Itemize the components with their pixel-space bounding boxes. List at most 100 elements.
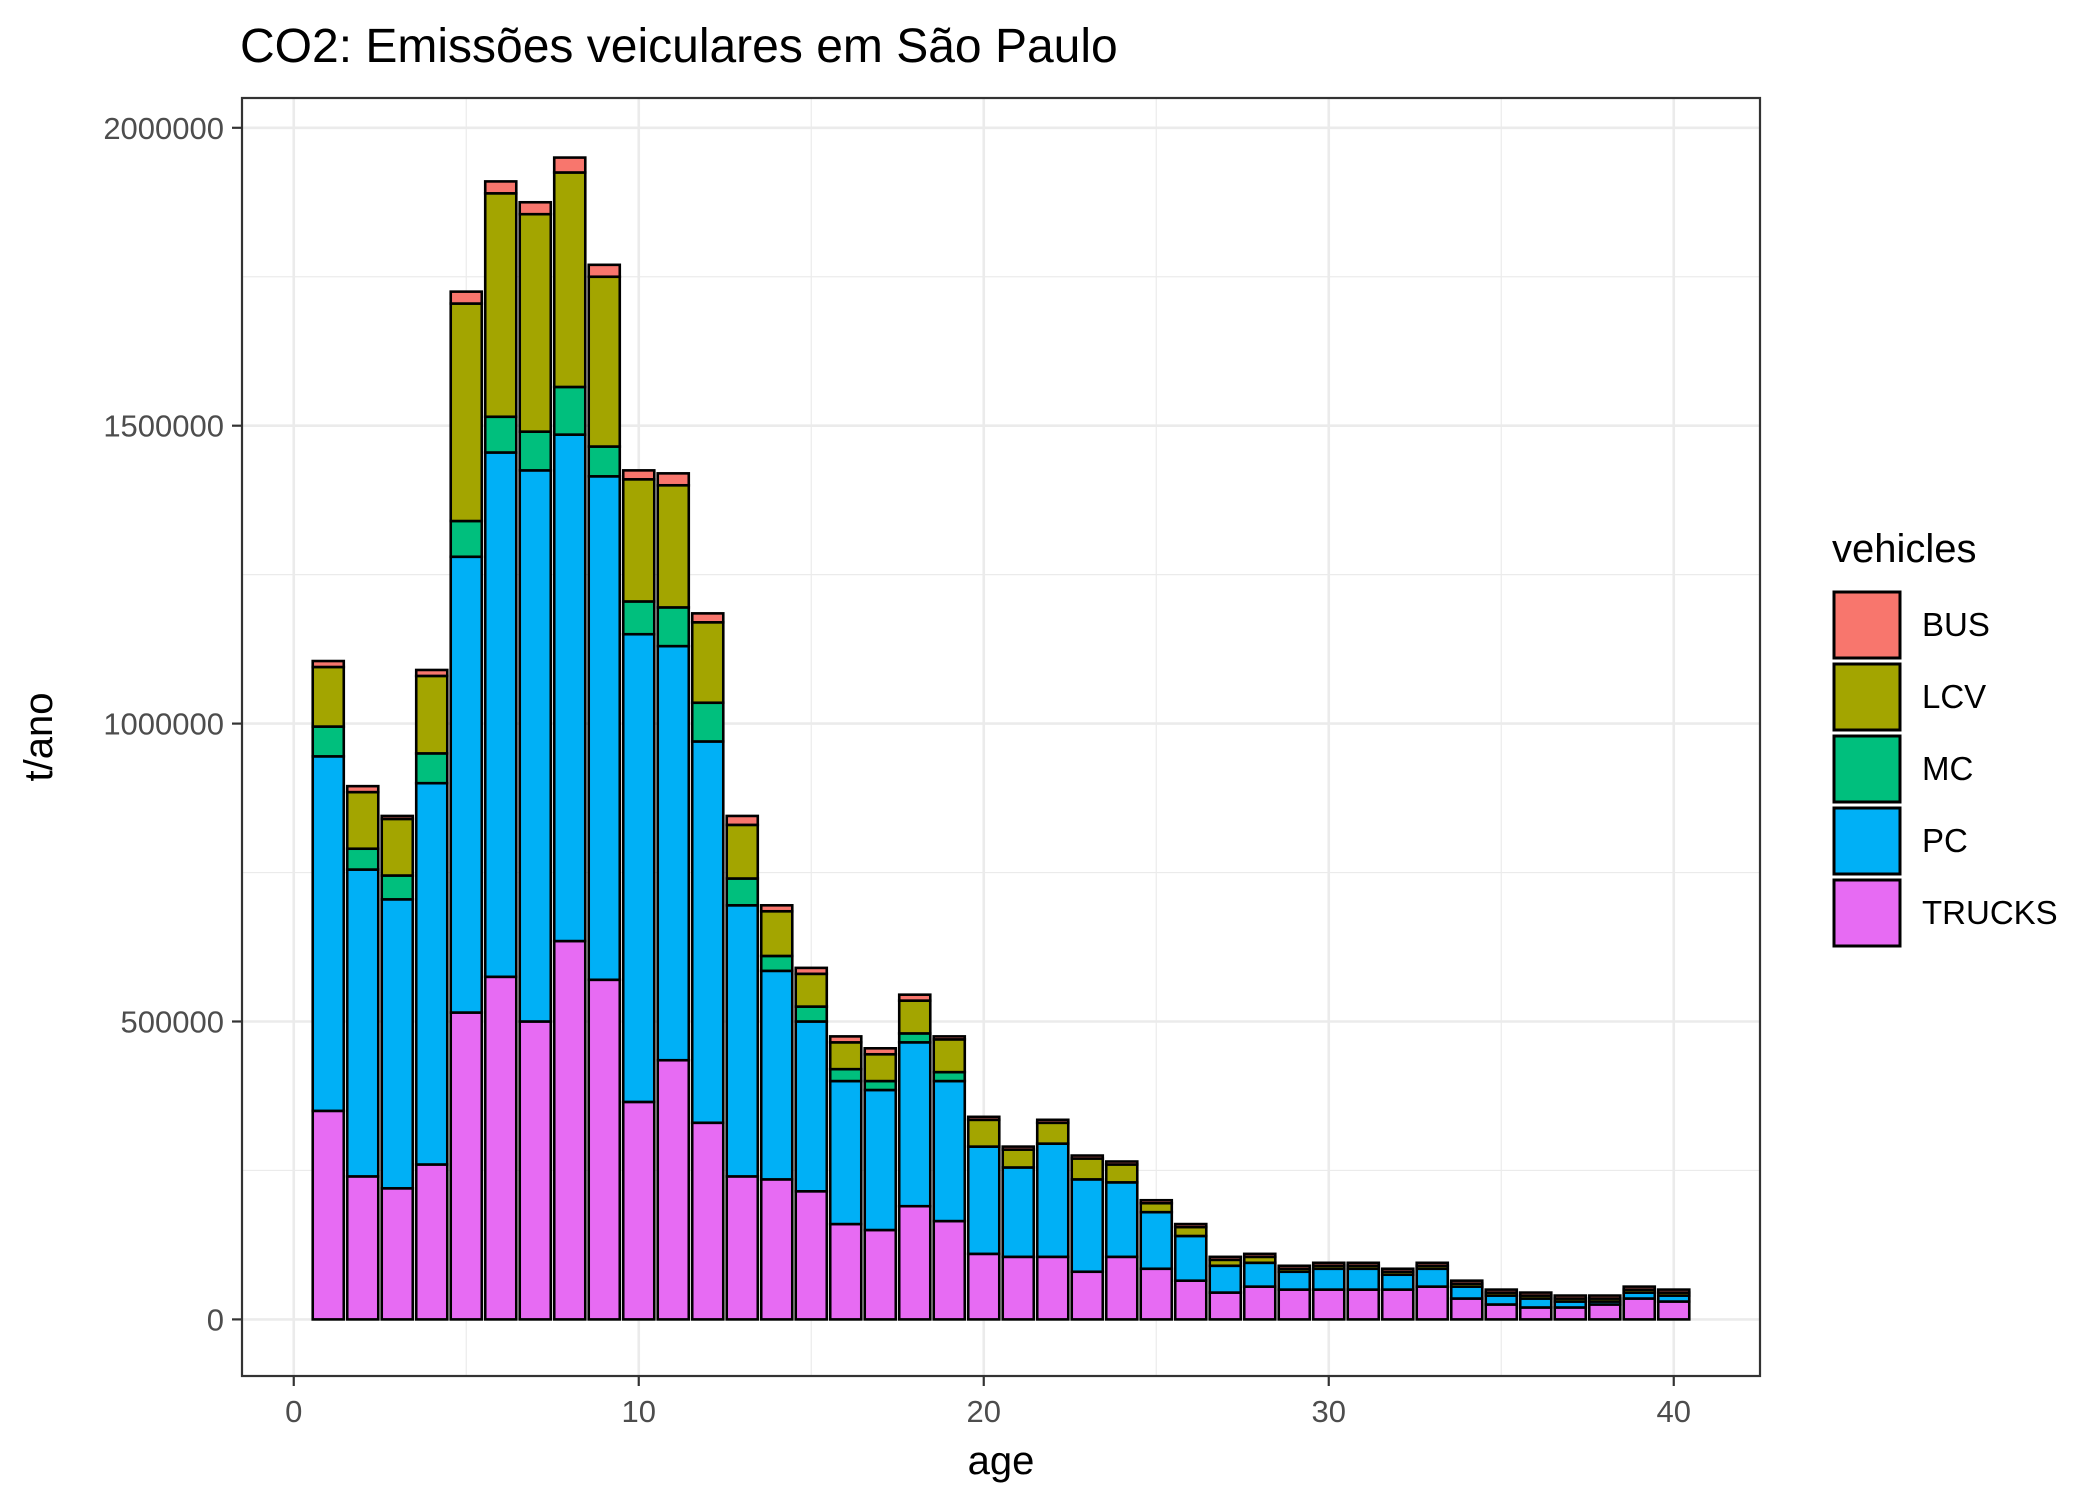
bar-mc-age-4 xyxy=(414,752,449,785)
bar-mc-age-6 xyxy=(483,415,518,454)
bar-bus-age-27 xyxy=(1208,1255,1243,1262)
y-tick-label: 0 xyxy=(207,1302,224,1337)
bar-bus-age-11 xyxy=(656,472,691,487)
legend-item-mc: MC xyxy=(1832,734,1973,804)
bar-pc-age-20 xyxy=(966,1145,1001,1256)
bar-trucks-age-3 xyxy=(380,1187,415,1321)
bar-mc-age-3 xyxy=(380,874,415,901)
bar-pc-age-30 xyxy=(1311,1267,1346,1291)
legend-item-lcv: LCV xyxy=(1832,662,1986,732)
bar-lcv-age-8 xyxy=(552,171,587,389)
bar-stack-age-1 xyxy=(311,659,346,1321)
bar-trucks-age-8 xyxy=(552,939,587,1321)
bar-pc-age-15 xyxy=(794,1020,829,1193)
bar-trucks-age-27 xyxy=(1208,1291,1243,1321)
x-axis: 0 10 20 30 40 xyxy=(285,1376,1691,1429)
bar-pc-age-23 xyxy=(1070,1178,1105,1274)
bar-bus-age-15 xyxy=(794,966,829,976)
bar-mc-age-18 xyxy=(897,1032,932,1044)
bar-lcv-age-19 xyxy=(932,1038,967,1074)
bar-lcv-age-26 xyxy=(1173,1225,1208,1238)
legend-title: vehicles xyxy=(1832,527,1977,571)
bar-stack-age-34 xyxy=(1449,1279,1484,1321)
legend-items: BUS LCV MC PC TRUCKS xyxy=(1832,590,2058,948)
bar-lcv-age-14 xyxy=(759,909,794,958)
bar-lcv-age-22 xyxy=(1035,1121,1070,1145)
bar-trucks-age-14 xyxy=(759,1178,794,1321)
bar-pc-age-25 xyxy=(1139,1210,1174,1271)
x-tick-label: 0 xyxy=(285,1394,302,1429)
y-axis: 0 500000 1000000 1500000 2000000 xyxy=(103,111,242,1337)
bar-trucks-age-32 xyxy=(1380,1288,1415,1321)
bar-pc-age-14 xyxy=(759,969,794,1181)
bar-lcv-age-5 xyxy=(449,302,484,523)
legend-label-trucks: TRUCKS xyxy=(1922,894,2058,931)
bar-bus-age-21 xyxy=(1001,1145,1036,1151)
bar-pc-age-33 xyxy=(1415,1267,1450,1288)
bar-trucks-age-36 xyxy=(1518,1306,1553,1321)
bar-pc-age-28 xyxy=(1242,1261,1277,1288)
bar-pc-age-13 xyxy=(725,904,760,1178)
bar-stack-age-36 xyxy=(1518,1291,1553,1321)
bar-stack-age-27 xyxy=(1208,1255,1243,1321)
bar-stack-age-18 xyxy=(897,993,932,1321)
bar-stack-age-26 xyxy=(1173,1222,1208,1321)
bar-mc-age-9 xyxy=(587,445,622,478)
bar-pc-age-29 xyxy=(1277,1270,1312,1291)
bar-trucks-age-20 xyxy=(966,1252,1001,1321)
bar-pc-age-9 xyxy=(587,475,622,982)
bar-stack-age-21 xyxy=(1001,1145,1036,1321)
bar-stack-age-31 xyxy=(1346,1261,1381,1321)
bar-pc-age-2 xyxy=(345,868,380,1178)
bar-bus-age-10 xyxy=(621,469,656,481)
bar-trucks-age-25 xyxy=(1139,1267,1174,1321)
bar-lcv-age-24 xyxy=(1104,1163,1139,1184)
bar-mc-age-13 xyxy=(725,877,760,907)
bar-bus-age-8 xyxy=(552,156,587,174)
bar-stack-age-6 xyxy=(483,180,518,1321)
legend: vehicles BUS LCV MC PC TRUCKS xyxy=(1832,527,2058,948)
bar-mc-age-10 xyxy=(621,600,656,636)
bar-pc-age-17 xyxy=(863,1088,898,1232)
bar-bus-age-36 xyxy=(1518,1291,1553,1297)
bar-lcv-age-21 xyxy=(1001,1148,1036,1169)
legend-swatch-mc xyxy=(1832,734,1902,804)
bar-pc-age-8 xyxy=(552,433,587,943)
bar-lcv-age-9 xyxy=(587,275,622,448)
bar-bus-age-39 xyxy=(1622,1285,1657,1291)
bar-trucks-age-9 xyxy=(587,978,622,1321)
bar-pc-age-19 xyxy=(932,1079,967,1223)
x-tick-label: 30 xyxy=(1312,1394,1346,1429)
bar-trucks-age-1 xyxy=(311,1109,346,1321)
bar-bus-age-5 xyxy=(449,290,484,305)
bar-bus-age-13 xyxy=(725,814,760,827)
bar-pc-age-36 xyxy=(1518,1297,1553,1309)
bar-bus-age-34 xyxy=(1449,1279,1484,1285)
bar-stack-age-3 xyxy=(380,814,415,1321)
legend-swatch-bus xyxy=(1832,590,1902,660)
bar-mc-age-15 xyxy=(794,1005,829,1023)
bar-stack-age-37 xyxy=(1553,1294,1588,1321)
bar-trucks-age-28 xyxy=(1242,1285,1277,1321)
bar-pc-age-27 xyxy=(1208,1264,1243,1294)
bar-trucks-age-37 xyxy=(1553,1306,1588,1321)
chart-title: CO2: Emissões veiculares em São Paulo xyxy=(240,20,1118,73)
y-axis-label: t/ano xyxy=(17,693,61,782)
bar-stack-age-28 xyxy=(1242,1252,1277,1321)
bar-lcv-age-17 xyxy=(863,1052,898,1083)
panel-border xyxy=(240,96,1762,1378)
bar-trucks-age-12 xyxy=(690,1121,725,1321)
y-tick-label: 2000000 xyxy=(103,111,224,146)
bar-bus-age-12 xyxy=(690,612,725,624)
bar-pc-age-18 xyxy=(897,1041,932,1208)
bar-stack-age-5 xyxy=(449,290,484,1321)
bar-pc-age-5 xyxy=(449,555,484,1014)
bar-lcv-age-18 xyxy=(897,999,932,1035)
bar-bus-age-9 xyxy=(587,263,622,279)
bar-trucks-age-17 xyxy=(863,1228,898,1321)
bar-mc-age-7 xyxy=(518,430,553,472)
bar-lcv-age-6 xyxy=(483,192,518,419)
bar-lcv-age-20 xyxy=(966,1118,1001,1148)
bar-lcv-age-1 xyxy=(311,665,346,728)
